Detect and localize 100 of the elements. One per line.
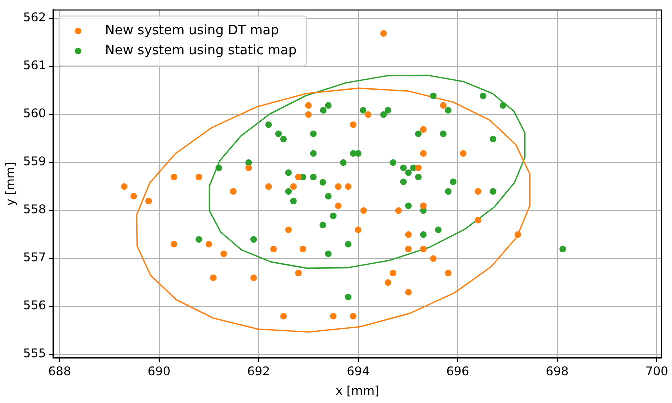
point [210, 274, 217, 282]
point [445, 270, 452, 277]
point [400, 178, 407, 186]
y-tick-label: 557 [23, 250, 46, 264]
point [335, 202, 342, 210]
point [320, 222, 326, 229]
point [405, 232, 412, 238]
point [310, 150, 317, 158]
point [435, 226, 442, 234]
point [350, 313, 357, 320]
x-tick-label: 692 [247, 364, 270, 379]
point [490, 136, 497, 143]
point [380, 30, 388, 38]
point [490, 188, 497, 195]
point [275, 130, 282, 138]
point [335, 184, 342, 190]
point [405, 170, 412, 176]
legend-label: New system using static map [105, 44, 297, 59]
point [345, 241, 352, 248]
point [415, 174, 422, 181]
point [415, 130, 422, 138]
y-tick-label: 558 [23, 202, 46, 216]
point [340, 160, 347, 166]
x-tick-label: 696 [446, 364, 470, 379]
point [320, 107, 327, 114]
point [360, 107, 367, 114]
point [320, 179, 326, 186]
point [450, 178, 457, 186]
x-axis-title: x [mm] [336, 384, 380, 398]
point [121, 184, 128, 190]
point [330, 212, 337, 220]
point [405, 246, 412, 253]
point [500, 102, 507, 110]
point [330, 313, 337, 320]
point [325, 102, 332, 110]
point [250, 236, 258, 243]
point [300, 246, 306, 253]
point [310, 174, 317, 181]
point [170, 241, 178, 248]
point [310, 130, 317, 138]
y-tick-label: 556 [23, 298, 46, 312]
point [305, 102, 312, 110]
point [285, 226, 292, 234]
point [475, 188, 482, 195]
point [415, 164, 422, 172]
point [480, 92, 487, 100]
point [196, 236, 202, 243]
point [395, 208, 402, 214]
x-tick-label: 688 [48, 364, 72, 379]
point [266, 184, 272, 190]
y-tick-label: 559 [23, 154, 46, 168]
point [390, 270, 397, 277]
point [305, 112, 312, 118]
point [345, 184, 352, 190]
point [355, 226, 362, 234]
point [475, 217, 482, 224]
point [290, 184, 297, 190]
point [360, 208, 368, 214]
point [430, 92, 437, 100]
point [514, 232, 522, 238]
point [400, 164, 407, 172]
point [280, 313, 288, 320]
point [420, 202, 427, 210]
y-tick-label: 555 [23, 346, 46, 360]
point [345, 294, 352, 301]
point [405, 202, 412, 210]
point [560, 246, 566, 253]
point [390, 160, 397, 166]
x-tick-label: 690 [148, 364, 171, 379]
point [216, 164, 222, 172]
point [290, 198, 297, 205]
point [230, 188, 237, 195]
point [460, 150, 467, 158]
point [170, 174, 178, 181]
point [420, 150, 427, 158]
x-tick-label: 694 [346, 364, 370, 379]
point [206, 241, 212, 248]
point [420, 232, 427, 238]
point [350, 122, 357, 128]
point [280, 136, 288, 143]
point [246, 164, 252, 172]
point [430, 256, 437, 262]
point [266, 122, 272, 128]
point [440, 102, 447, 110]
point [325, 193, 332, 200]
point [146, 198, 152, 205]
y-tick-label: 561 [23, 58, 46, 72]
y-tick-label: 562 [23, 10, 46, 24]
legend-label: New system using DT map [105, 24, 280, 39]
point [295, 174, 302, 181]
point [220, 250, 228, 258]
point [295, 270, 302, 277]
point [250, 274, 258, 282]
point [440, 130, 447, 138]
x-tick-label: 698 [546, 364, 569, 379]
point [384, 280, 392, 286]
point [325, 250, 332, 258]
x-tick-label: 700 [646, 364, 668, 379]
point [196, 174, 202, 181]
point [130, 193, 138, 200]
